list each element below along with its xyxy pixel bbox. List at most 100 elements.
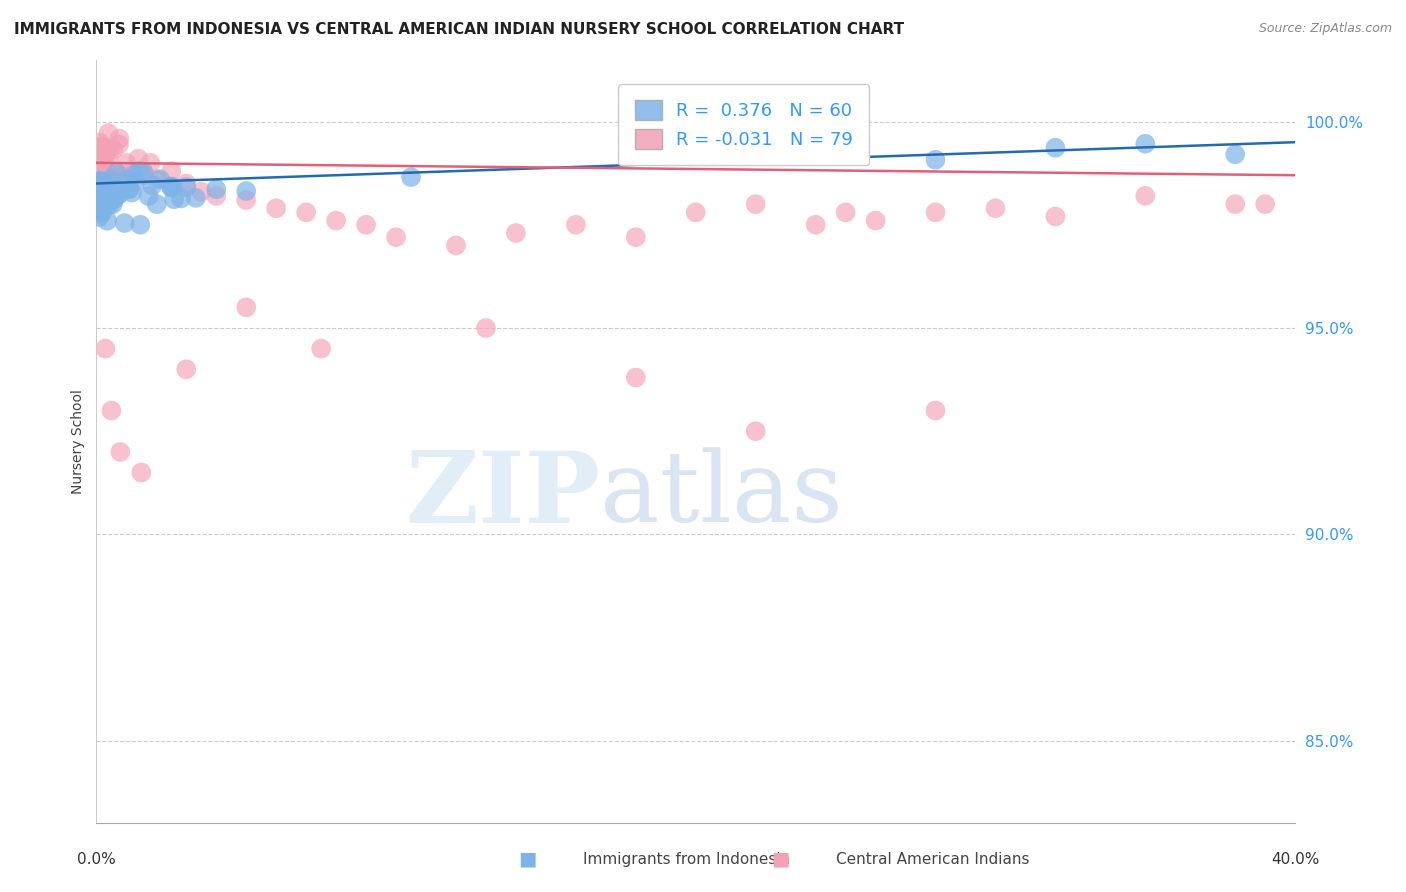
Point: [127, 152, 149, 166]
Text: Source: ZipAtlas.com: Source: ZipAtlas.com: [1258, 22, 1392, 36]
Point: [100, 186, 122, 200]
Point: [96, 213, 118, 227]
Point: [94, 193, 117, 207]
Text: atlas: atlas: [600, 447, 842, 543]
Point: [86, 184, 108, 198]
Point: [98, 173, 121, 187]
Point: [235, 184, 257, 198]
Point: [87, 195, 110, 210]
Point: [118, 182, 141, 196]
Point: [174, 177, 197, 191]
Point: [103, 143, 125, 157]
Point: [93, 174, 115, 188]
Point: [804, 218, 827, 232]
Point: [132, 165, 155, 179]
Point: [89, 175, 111, 189]
Point: [105, 165, 128, 179]
Point: [121, 164, 143, 178]
Point: [1045, 210, 1067, 224]
Point: [924, 153, 946, 167]
Point: [184, 191, 207, 205]
Point: [107, 167, 129, 181]
Point: [91, 206, 114, 220]
Point: [160, 180, 183, 194]
Text: ZIP: ZIP: [405, 447, 600, 543]
Point: [145, 172, 167, 186]
Point: [385, 230, 408, 244]
Point: [924, 205, 946, 219]
Point: [129, 218, 152, 232]
Point: [174, 180, 197, 194]
Point: [205, 182, 228, 196]
Point: [295, 205, 318, 219]
Point: [91, 184, 114, 198]
Point: [97, 149, 120, 163]
Point: [624, 370, 647, 384]
Point: [89, 210, 111, 224]
Point: [744, 197, 766, 211]
Point: [624, 230, 647, 244]
Point: [97, 126, 120, 140]
Point: [141, 178, 163, 193]
Point: [505, 226, 527, 240]
Point: [131, 466, 153, 480]
Point: [94, 147, 117, 161]
Point: [235, 193, 257, 207]
Point: [160, 179, 183, 194]
Point: [90, 174, 112, 188]
Point: [138, 189, 160, 203]
Point: [1135, 136, 1157, 151]
Point: [565, 218, 588, 232]
Point: [87, 164, 110, 178]
Point: [205, 189, 228, 203]
Point: [1045, 141, 1067, 155]
Point: [235, 301, 257, 315]
Point: [134, 168, 156, 182]
Point: [90, 204, 112, 219]
Text: ■: ■: [770, 850, 789, 869]
Point: [100, 194, 122, 208]
Point: [325, 213, 347, 227]
Point: [190, 185, 212, 199]
Point: [103, 188, 125, 202]
Point: [89, 136, 111, 150]
Point: [162, 180, 184, 194]
Point: [163, 192, 186, 206]
Point: [118, 182, 141, 196]
Point: [1254, 197, 1277, 211]
Legend: R =  0.376   N = 60, R = -0.031   N = 79: R = 0.376 N = 60, R = -0.031 N = 79: [619, 84, 869, 165]
Point: [146, 197, 169, 211]
Point: [1225, 197, 1247, 211]
Point: [94, 163, 117, 178]
Point: [94, 342, 117, 356]
Point: [93, 177, 115, 191]
Point: [1135, 189, 1157, 203]
Point: [93, 157, 115, 171]
Text: ■: ■: [517, 850, 536, 869]
Text: 40.0%: 40.0%: [1271, 852, 1319, 867]
Point: [93, 142, 115, 156]
Point: [114, 216, 136, 230]
Point: [115, 172, 138, 186]
Point: [744, 424, 766, 438]
Point: [89, 155, 111, 169]
Point: [100, 176, 122, 190]
Point: [984, 201, 1007, 215]
Point: [121, 186, 143, 200]
Point: [90, 201, 112, 215]
Point: [87, 191, 110, 205]
Point: [91, 140, 114, 154]
Point: [94, 195, 117, 210]
Point: [91, 178, 114, 192]
Point: [108, 169, 131, 183]
Y-axis label: Nursery School: Nursery School: [72, 389, 86, 494]
Point: [101, 197, 124, 211]
Point: [865, 213, 887, 227]
Point: [115, 156, 138, 170]
Point: [309, 342, 332, 356]
Point: [87, 140, 110, 154]
Point: [399, 170, 422, 185]
Point: [96, 190, 118, 204]
Point: [94, 183, 117, 197]
Point: [124, 175, 146, 189]
